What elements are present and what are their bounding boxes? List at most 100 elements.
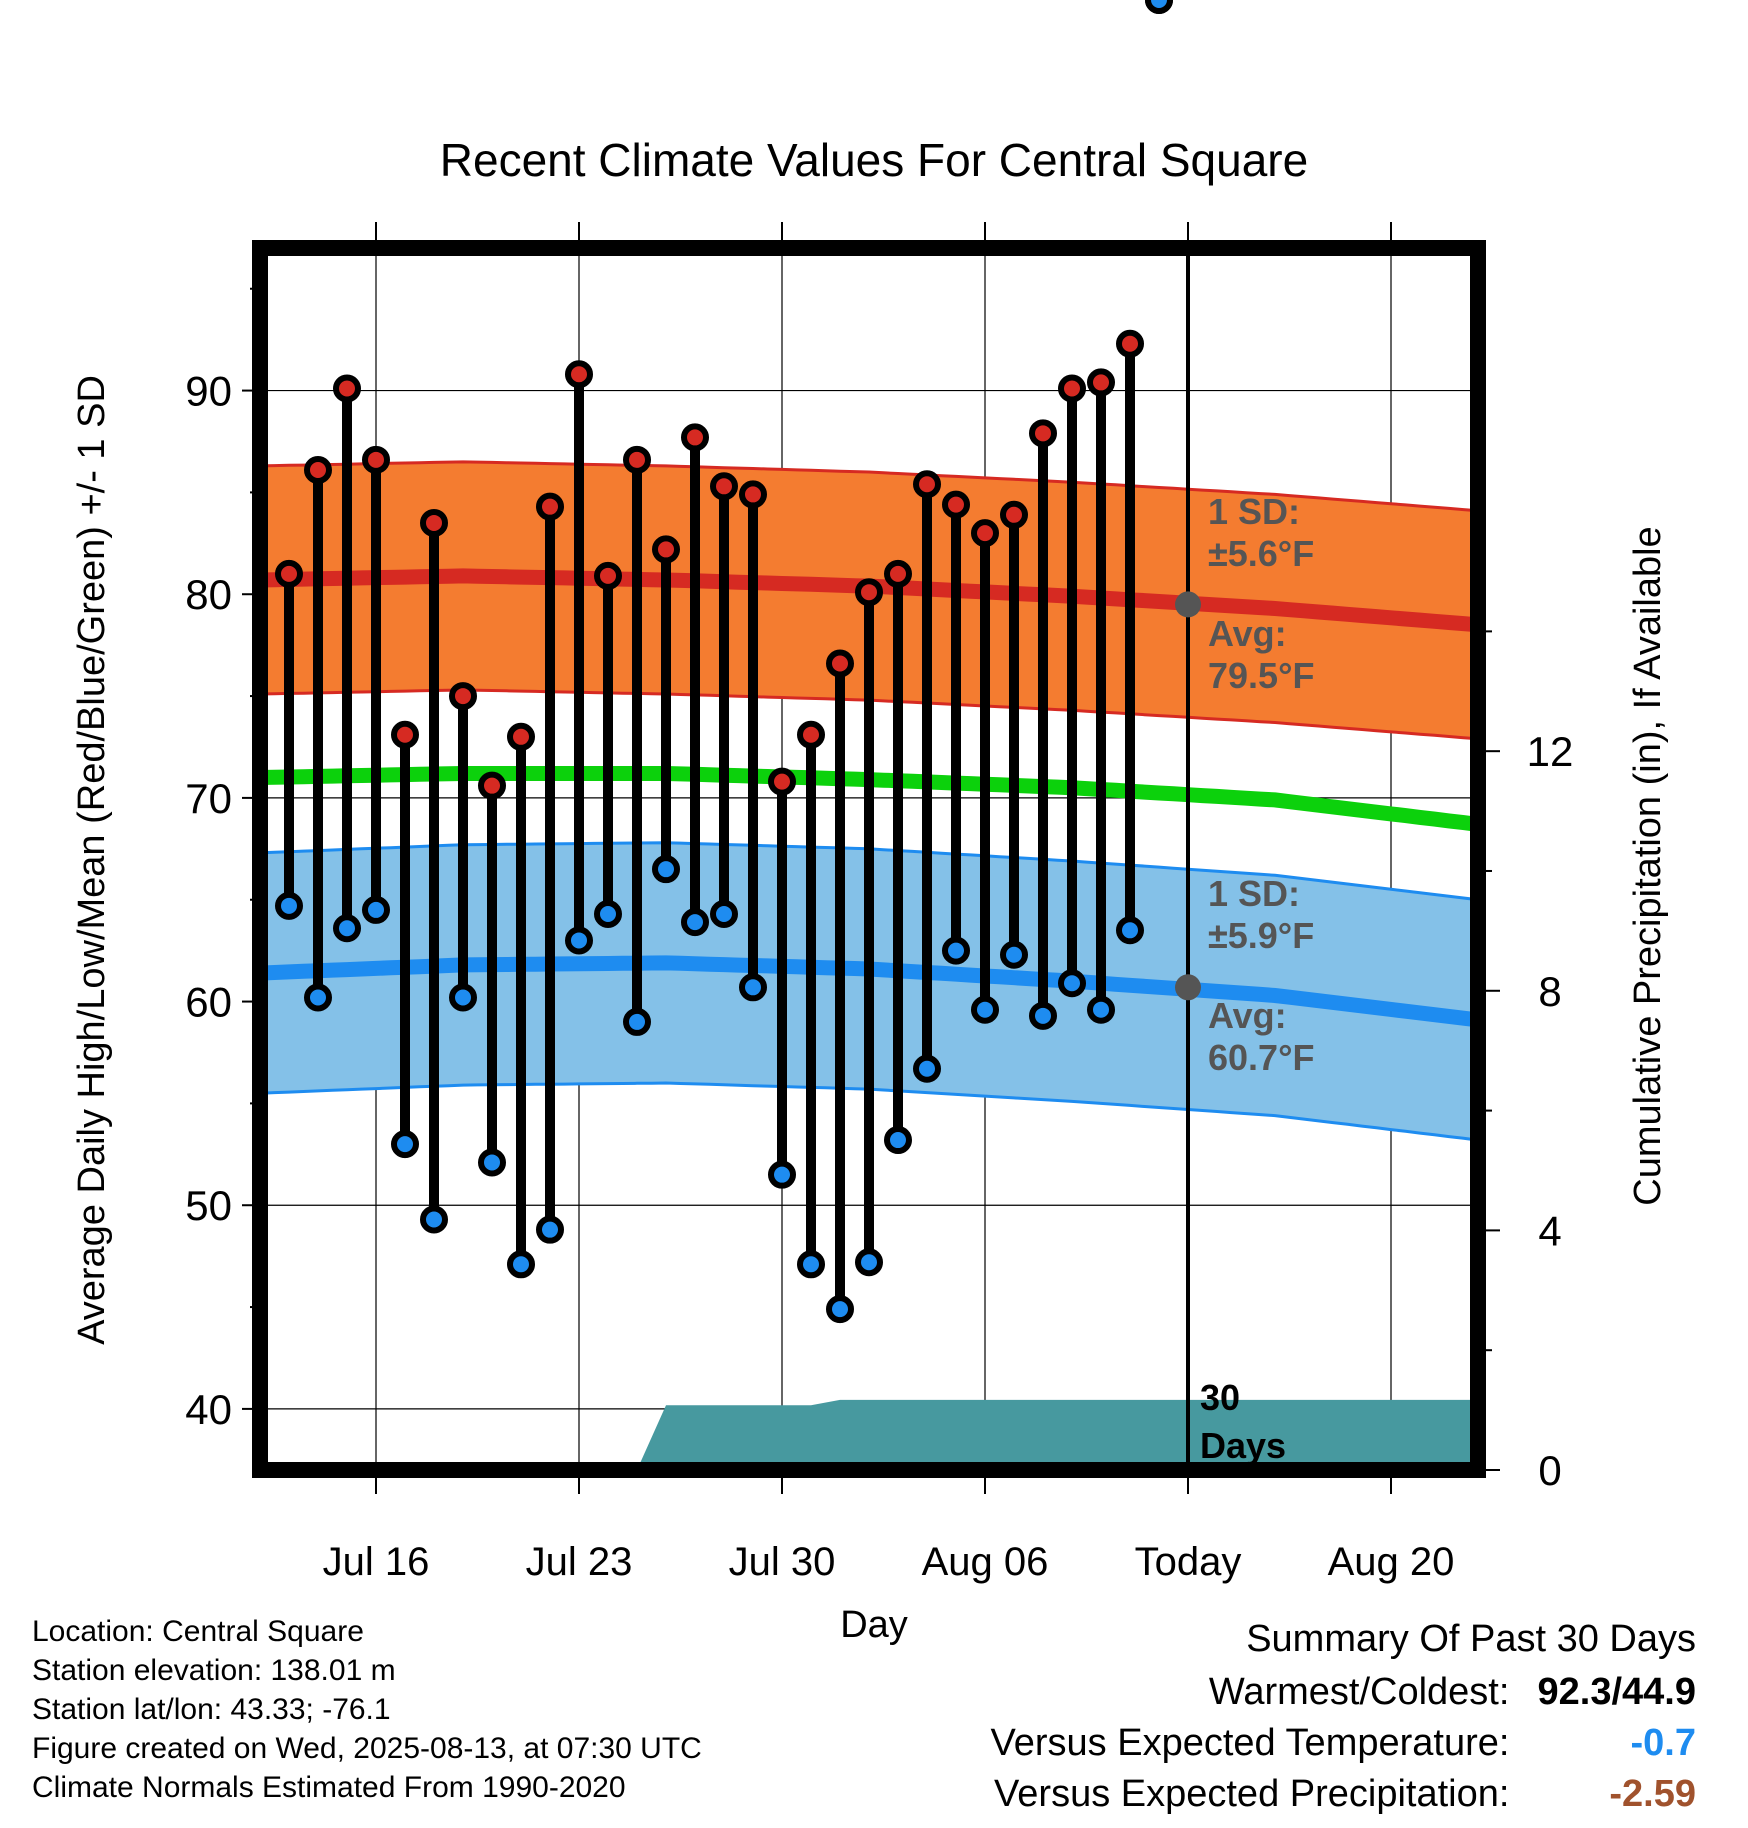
obs-high-point xyxy=(826,649,854,678)
obs-high-point xyxy=(768,767,796,796)
today-high-normal-point xyxy=(1175,591,1201,618)
station-info: Location: Central Square Station elevati… xyxy=(32,1612,702,1807)
obs-low-point xyxy=(797,1250,825,1279)
y-tick-label: 80 xyxy=(185,571,232,618)
summary-warmest-label: Warmest/Coldest: xyxy=(1208,1671,1510,1713)
obs-low-point xyxy=(971,995,999,1024)
summary-warmest-row: Warmest/Coldest: 92.3/44.9 xyxy=(991,1667,1696,1718)
summary-precip-label: Versus Expected Precipitation: xyxy=(994,1773,1510,1815)
obs-high-point xyxy=(362,445,390,474)
obs-low-point xyxy=(1116,916,1144,945)
info-elevation: Station elevation: 138.01 m xyxy=(32,1654,396,1687)
y-tick-label: 70 xyxy=(185,775,232,822)
obs-low-point xyxy=(1058,969,1086,998)
y2-tick-label: 8 xyxy=(1538,968,1561,1015)
obs-low-point xyxy=(536,1215,564,1244)
high-sd-label: 1 SD: xyxy=(1208,491,1300,532)
low-avg-value: 60.7°F xyxy=(1208,1037,1314,1078)
obs-low-point xyxy=(710,899,738,928)
obs-high-point xyxy=(1116,329,1144,358)
obs-low-point xyxy=(855,1248,883,1277)
obs-low-point xyxy=(768,1160,796,1189)
high-band-upper-edge xyxy=(259,460,1479,513)
obs-high-point xyxy=(536,492,564,521)
summary-warmest-value: 92.3/44.9 xyxy=(1537,1671,1696,1713)
obs-high-point xyxy=(304,455,332,484)
high-sd-value: ±5.6°F xyxy=(1208,533,1314,574)
obs-high-point xyxy=(884,559,912,588)
obs-high-point xyxy=(1087,368,1115,397)
obs-low-point xyxy=(652,855,680,884)
obs-high-point xyxy=(855,578,883,607)
low-sd-value: ±5.9°F xyxy=(1208,915,1314,956)
y-tick-label: 50 xyxy=(185,1182,232,1229)
x-tick-label: Jul 16 xyxy=(323,1540,430,1584)
obs-high-point xyxy=(594,561,622,590)
info-latlon: Station lat/lon: 43.33; -76.1 xyxy=(32,1693,391,1726)
obs-low-point xyxy=(362,895,390,924)
high-avg-label: Avg: xyxy=(1208,613,1287,654)
summary-title: Summary Of Past 30 Days xyxy=(1246,1618,1696,1660)
summary-panel: Summary Of Past 30 Days Warmest/Coldest:… xyxy=(991,1614,1696,1820)
precipitation-area xyxy=(260,1399,1478,1470)
obs-low-point xyxy=(565,926,593,955)
summary-temp-row: Versus Expected Temperature: -0.7 xyxy=(991,1718,1696,1769)
obs-low-point xyxy=(275,891,303,920)
today-low-normal-point xyxy=(1175,974,1201,1001)
high-avg-value: 79.5°F xyxy=(1208,655,1314,696)
y2-tick-label: 12 xyxy=(1527,728,1574,775)
obs-low-point xyxy=(304,983,332,1012)
days-label: Days xyxy=(1200,1425,1286,1466)
y2-tick-label: 4 xyxy=(1538,1207,1561,1254)
obs-high-point xyxy=(275,559,303,588)
obs-low-point xyxy=(1029,1001,1057,1030)
obs-high-point xyxy=(1029,419,1057,448)
obs-high-point xyxy=(971,519,999,548)
summary-temp-label: Versus Expected Temperature: xyxy=(990,1722,1510,1764)
x-tick-label: Jul 30 xyxy=(729,1540,836,1584)
obs-low-point xyxy=(449,983,477,1012)
plot-frame xyxy=(252,240,1486,1478)
obs-high-point xyxy=(391,720,419,749)
y-axis-label: Average Daily High/Low/Mean (Red/Blue/Gr… xyxy=(71,375,113,1345)
obs-high-point xyxy=(449,682,477,711)
obs-high-point xyxy=(1058,374,1086,403)
obs-high-point xyxy=(1000,500,1028,529)
x-tick-label: Aug 20 xyxy=(1328,1540,1455,1584)
obs-high-point xyxy=(797,720,825,749)
y-tick-label: 90 xyxy=(185,368,232,415)
summary-precip-value: -2.59 xyxy=(1609,1773,1696,1815)
obs-high-point xyxy=(913,470,941,499)
obs-low-point xyxy=(1000,940,1028,969)
days-count: 30 xyxy=(1200,1377,1240,1418)
summary-precip-row: Versus Expected Precipitation: -2.59 xyxy=(991,1769,1696,1820)
obs-low-point xyxy=(1145,0,1173,14)
low-sd-label: 1 SD: xyxy=(1208,873,1300,914)
obs-low-point xyxy=(391,1130,419,1159)
y-tick-label: 40 xyxy=(185,1386,232,1433)
obs-low-point xyxy=(1087,995,1115,1024)
summary-temp-value: -0.7 xyxy=(1630,1722,1696,1764)
obs-low-point xyxy=(420,1205,448,1234)
chart-title: Recent Climate Values For Central Square xyxy=(440,134,1308,186)
obs-low-point xyxy=(884,1126,912,1155)
obs-high-point xyxy=(710,472,738,501)
obs-high-point xyxy=(681,423,709,452)
x-axis-label: Day xyxy=(840,1604,908,1646)
obs-low-point xyxy=(739,973,767,1002)
y-tick-label: 60 xyxy=(185,979,232,1026)
info-created: Figure created on Wed, 2025-08-13, at 07… xyxy=(32,1732,702,1765)
obs-high-point xyxy=(478,771,506,800)
x-tick-label: Today xyxy=(1135,1540,1242,1584)
obs-low-point xyxy=(623,1007,651,1036)
axes: 40 50 60 70 80 90 0 4 8 12 Jul 16 Jul 23 Jul 30 Aug 0… xyxy=(185,222,1573,1584)
low-avg-label: Avg: xyxy=(1208,995,1287,1036)
obs-low-point xyxy=(333,914,361,943)
y2-tick-label: 0 xyxy=(1538,1447,1561,1494)
obs-low-point xyxy=(507,1250,535,1279)
obs-high-point xyxy=(942,490,970,519)
obs-high-point xyxy=(739,480,767,509)
obs-high-point xyxy=(507,722,535,751)
info-normals: Climate Normals Estimated From 1990-2020 xyxy=(32,1771,626,1804)
